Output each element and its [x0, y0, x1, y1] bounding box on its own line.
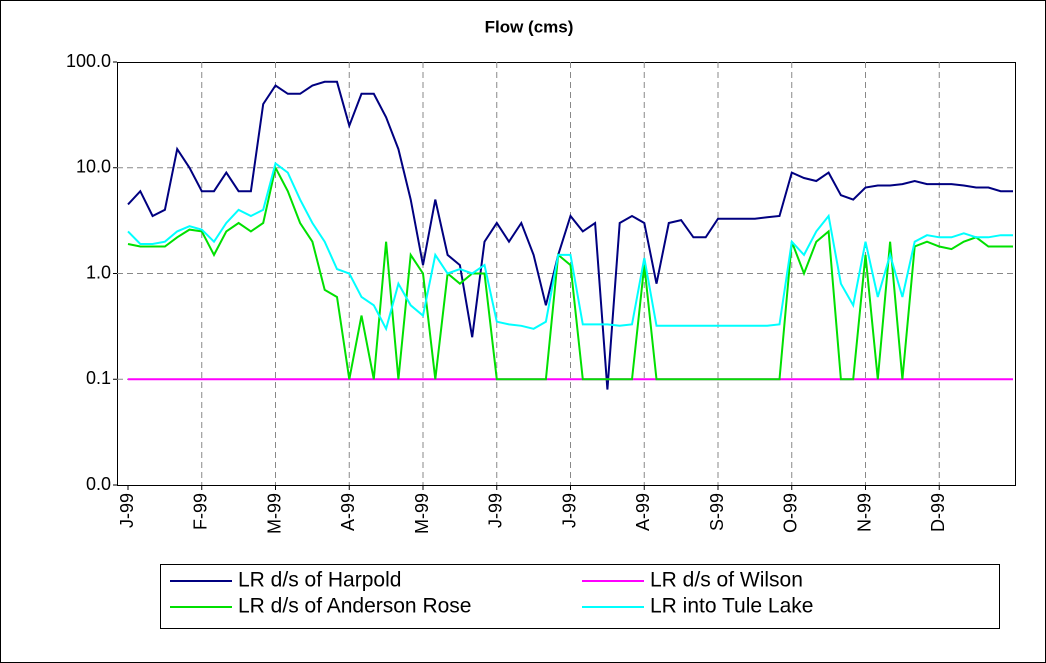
y-tick-label: 100.0	[66, 51, 111, 71]
legend-label: LR d/s of Harpold	[238, 569, 401, 592]
legend-label: LR d/s of Anderson Rose	[238, 595, 471, 618]
chart-title: Flow (cms)	[485, 17, 574, 36]
x-tick-label: O-99	[781, 493, 801, 533]
x-tick-label: J-99	[117, 493, 137, 528]
y-tick-label: 0.0	[86, 474, 111, 494]
y-tick-label: 10.0	[76, 157, 111, 177]
legend-box	[160, 564, 1000, 629]
series-line	[127, 80, 1013, 390]
x-tick-label: A-99	[633, 493, 653, 531]
y-tick-label: 1.0	[86, 262, 111, 282]
x-tick-label: D-99	[928, 493, 948, 532]
x-tick-label: M-99	[412, 493, 432, 534]
y-tick-label: 0.1	[86, 368, 111, 388]
x-tick-label: A-99	[338, 493, 358, 531]
x-tick-label: F-99	[191, 493, 211, 530]
series-line	[127, 161, 1013, 332]
x-tick-label: M-99	[264, 493, 284, 534]
x-tick-label: J-99	[559, 493, 579, 528]
x-tick-label: S-99	[707, 493, 727, 531]
x-tick-label: J-99	[486, 493, 506, 528]
legend-label: LR into Tule Lake	[650, 595, 813, 618]
series-line	[127, 164, 1013, 381]
x-tick-label: N-99	[854, 493, 874, 532]
legend-label: LR d/s of Wilson	[650, 569, 803, 592]
